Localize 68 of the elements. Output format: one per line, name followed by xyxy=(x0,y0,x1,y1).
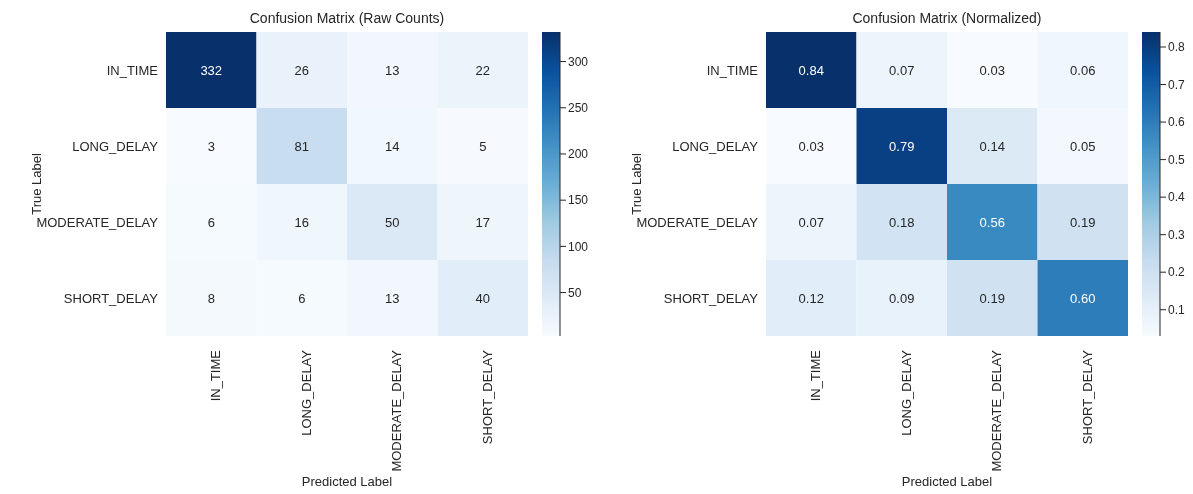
color-bar-label: 150 xyxy=(568,193,589,208)
y-tick-label: SHORT_DELAY xyxy=(663,290,759,306)
color-bar-label: 0.6 xyxy=(1168,115,1186,130)
data-label: 22 xyxy=(475,62,490,78)
y-tick-label: SHORT_DELAY xyxy=(63,290,159,306)
color-bar-label: 0.1 xyxy=(1168,302,1186,317)
y-axis-title: True Label xyxy=(628,153,644,215)
data-label: 6 xyxy=(207,214,215,230)
y-axis-title: True Label xyxy=(28,153,44,215)
y-tick-label: LONG_DELAY xyxy=(72,138,159,154)
color-bar-label: 0.2 xyxy=(1168,265,1186,280)
color-bar-label: 50 xyxy=(568,285,582,300)
x-tick-label: SHORT_DELAY xyxy=(479,349,495,445)
color-bar-label: 0.4 xyxy=(1168,190,1186,205)
color-bar-label: 300 xyxy=(568,54,589,69)
data-label: 40 xyxy=(475,290,490,306)
data-label: 17 xyxy=(475,214,490,230)
y-tick-label: IN_TIME xyxy=(706,62,759,78)
data-label: 6 xyxy=(298,290,306,306)
color-bar-label: 0.8 xyxy=(1168,40,1186,55)
data-label: 13 xyxy=(385,290,400,306)
data-label: 5 xyxy=(479,138,487,154)
y-tick-label: MODERATE_DELAY xyxy=(36,214,159,230)
data-label: 0.19 xyxy=(979,290,1005,306)
data-label: 0.07 xyxy=(798,214,824,230)
data-label: 50 xyxy=(385,214,400,230)
data-label: 0.03 xyxy=(979,62,1005,78)
data-label: 8 xyxy=(207,290,215,306)
x-tick-label: LONG_DELAY xyxy=(898,349,914,436)
x-tick-label: MODERATE_DELAY xyxy=(389,349,405,472)
data-label: 0.79 xyxy=(889,138,915,154)
x-tick-label: IN_TIME xyxy=(808,349,824,402)
data-label: 81 xyxy=(294,138,309,154)
data-label: 0.56 xyxy=(979,214,1005,230)
data-label: 0.06 xyxy=(1070,62,1096,78)
data-label: 13 xyxy=(385,62,400,78)
data-label: 0.84 xyxy=(798,62,824,78)
y-tick-label: LONG_DELAY xyxy=(672,138,759,154)
data-label: 0.09 xyxy=(889,290,915,306)
data-label: 14 xyxy=(385,138,400,154)
chart-title: Confusion Matrix (Normalized) xyxy=(851,10,1043,26)
data-label: 0.03 xyxy=(798,138,824,154)
data-label: 16 xyxy=(294,214,309,230)
data-label: 0.07 xyxy=(889,62,915,78)
x-tick-label: IN_TIME xyxy=(208,349,224,402)
data-label: 332 xyxy=(200,62,223,78)
color-bar-label: 0.7 xyxy=(1168,77,1186,92)
data-label: 0.19 xyxy=(1070,214,1096,230)
color-bar-label: 250 xyxy=(568,101,589,116)
x-tick-label: SHORT_DELAY xyxy=(1079,349,1095,445)
y-tick-label: MODERATE_DELAY xyxy=(636,214,759,230)
y-tick-label: IN_TIME xyxy=(106,62,159,78)
x-tick-label: LONG_DELAY xyxy=(298,349,314,436)
data-label: 0.60 xyxy=(1070,290,1096,306)
color-bar-label: 100 xyxy=(568,239,589,254)
data-label: 0.18 xyxy=(889,214,915,230)
data-label: 0.12 xyxy=(798,290,824,306)
data-label: 0.14 xyxy=(979,138,1005,154)
color-bar-label: 0.3 xyxy=(1168,227,1186,242)
color-bar-label: 0.5 xyxy=(1168,152,1186,167)
data-label: 26 xyxy=(294,62,309,78)
color-bar-label: 200 xyxy=(568,147,589,162)
x-axis-title: Predicted Label xyxy=(901,474,993,489)
x-axis-title: Predicted Label xyxy=(301,474,393,489)
data-label: 3 xyxy=(207,138,215,154)
chart-title: Confusion Matrix (Raw Counts) xyxy=(248,10,446,26)
x-tick-label: MODERATE_DELAY xyxy=(989,349,1005,472)
data-label: 0.05 xyxy=(1070,138,1096,154)
